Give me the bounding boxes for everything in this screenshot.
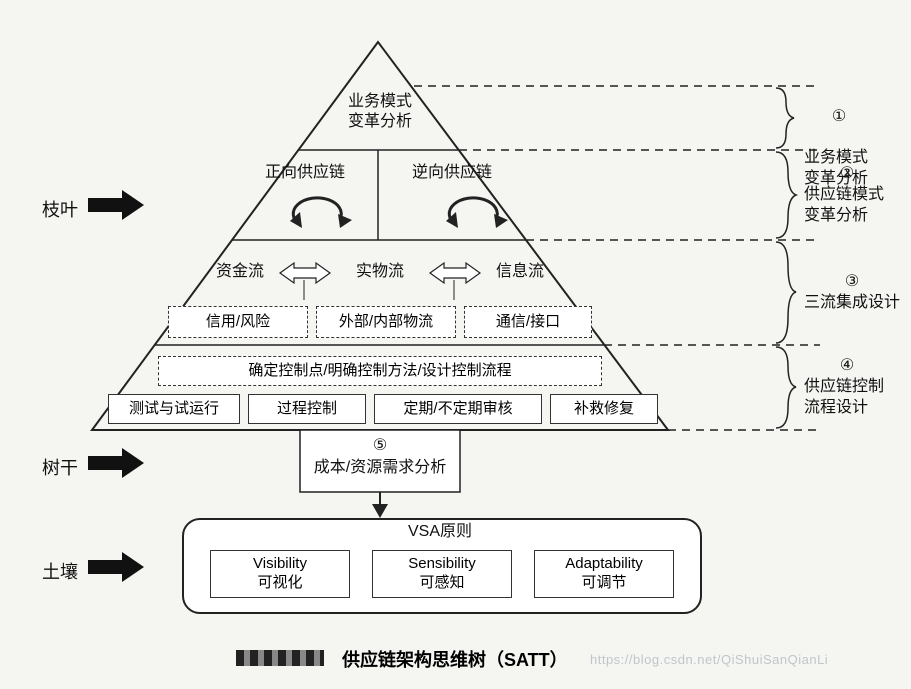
- anno-3-num: ④: [804, 356, 890, 377]
- tier3-box-2: 通信/接口: [464, 306, 592, 338]
- vsa-item-0-zh: 可视化: [211, 574, 349, 593]
- anno-2-text: 三流集成设计: [804, 293, 900, 314]
- anno-2-num: ③: [804, 272, 900, 293]
- vsa-item-2: Adaptability 可调节: [534, 550, 674, 598]
- vsa-item-1-en: Sensibility: [373, 555, 511, 574]
- vsa-item-2-en: Adaptability: [535, 555, 673, 574]
- tier3-box-0: 信用/风险: [168, 306, 308, 338]
- anno-3: ④ 供应链控制 流程设计: [804, 356, 890, 418]
- tier4-wide: 确定控制点/明确控制方法/设计控制流程: [158, 356, 602, 386]
- vsa-item-0-en: Visibility: [211, 555, 349, 574]
- anno-1-text: 供应链模式 变革分析: [804, 185, 890, 227]
- footer-redaction: [236, 650, 324, 666]
- vsa-item-0: Visibility 可视化: [210, 550, 350, 598]
- caption: 供应链架构思维树（SATT）: [342, 646, 568, 672]
- tier4-cell-2: 定期/不定期审核: [374, 394, 542, 424]
- tier2-left: 正向供应链: [245, 163, 365, 183]
- trunk-num: ⑤: [300, 436, 460, 456]
- flow-0: 资金流: [200, 262, 280, 282]
- tier4-cell-0: 测试与试运行: [108, 394, 240, 424]
- trunk-label: 成本/资源需求分析: [300, 458, 460, 478]
- arrow-soil: [88, 552, 148, 582]
- tier4-cell-1: 过程控制: [248, 394, 366, 424]
- tier2-right: 逆向供应链: [392, 163, 512, 183]
- left-trunk: 树干: [42, 454, 78, 480]
- anno-2: ③ 三流集成设计: [804, 272, 900, 314]
- anno-1: ② 供应链模式 变革分析: [804, 164, 890, 226]
- vsa-item-1-zh: 可感知: [373, 574, 511, 593]
- arrow-branches: [88, 190, 148, 220]
- vsa-title: VSA原则: [380, 522, 500, 542]
- flow-2: 信息流: [480, 262, 560, 282]
- pyramid-top: 业务模式 变革分析: [330, 92, 430, 132]
- diagram-root: 业务模式 变革分析 正向供应链 逆向供应链 资金流 实物流 信息流 信用/风险 …: [0, 0, 911, 689]
- anno-3-text: 供应链控制 流程设计: [804, 377, 890, 419]
- anno-0-num: ①: [804, 107, 874, 128]
- watermark: https://blog.csdn.net/QiShuiSanQianLi: [590, 652, 828, 667]
- left-branches: 枝叶: [42, 196, 78, 222]
- tier4-cell-3: 补救修复: [550, 394, 658, 424]
- vsa-item-2-zh: 可调节: [535, 574, 673, 593]
- left-soil: 土壤: [42, 558, 78, 584]
- anno-1-num: ②: [804, 164, 890, 185]
- vsa-item-1: Sensibility 可感知: [372, 550, 512, 598]
- tier3-box-1: 外部/内部物流: [316, 306, 456, 338]
- flow-1: 实物流: [340, 262, 420, 282]
- arrow-trunk: [88, 448, 148, 478]
